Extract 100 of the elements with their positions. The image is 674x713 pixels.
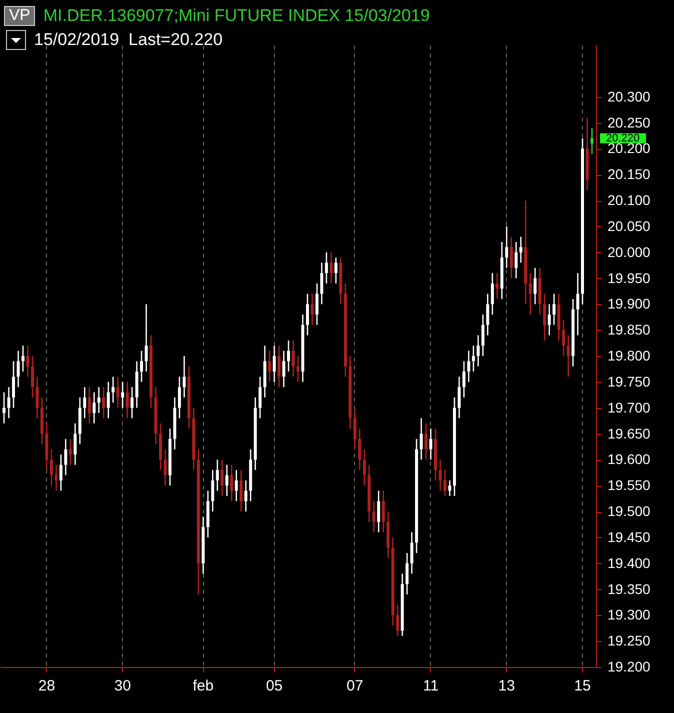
candlestick bbox=[590, 127, 594, 154]
y-tick-label: 20.250 bbox=[608, 114, 651, 130]
candlestick bbox=[514, 241, 518, 279]
candlestick bbox=[458, 376, 461, 419]
candlestick bbox=[244, 480, 248, 512]
candlestick bbox=[310, 293, 314, 326]
candlestick bbox=[59, 454, 62, 492]
x-tick-label: 28 bbox=[38, 678, 56, 694]
candlestick bbox=[576, 272, 580, 336]
candlestick bbox=[481, 314, 484, 357]
candlestick bbox=[126, 381, 129, 419]
y-tick-label: 19.600 bbox=[608, 451, 651, 468]
candlestick bbox=[88, 386, 91, 424]
candlestick bbox=[320, 262, 324, 305]
y-tick-label: 19.800 bbox=[608, 348, 651, 364]
candlestick bbox=[258, 376, 262, 419]
x-tick-label: 11 bbox=[422, 678, 439, 694]
candlestick bbox=[220, 459, 224, 497]
y-tick-label: 19.250 bbox=[608, 632, 651, 649]
candlestick bbox=[424, 422, 428, 460]
candlestick bbox=[476, 334, 480, 368]
candlestick bbox=[54, 464, 58, 492]
candlestick bbox=[382, 490, 385, 533]
y-tick-label: 20.000 bbox=[608, 244, 651, 260]
candlestick bbox=[372, 500, 376, 533]
candlestick bbox=[64, 438, 68, 476]
candlestick bbox=[97, 386, 100, 414]
candlestick bbox=[334, 256, 338, 284]
candlestick bbox=[429, 428, 432, 460]
candlestick bbox=[490, 272, 494, 316]
y-tick-label: 19.650 bbox=[608, 425, 651, 442]
candlestick bbox=[30, 355, 34, 398]
candlestick bbox=[74, 422, 77, 466]
y-tick-label: 19.200 bbox=[608, 658, 651, 674]
y-tick-label: 20.100 bbox=[608, 192, 651, 208]
candlestick bbox=[116, 376, 120, 408]
candlestick bbox=[102, 386, 106, 419]
candlestick bbox=[240, 469, 243, 512]
y-tick-label: 19.300 bbox=[608, 606, 651, 623]
candlestick bbox=[396, 604, 400, 637]
candlestick bbox=[26, 344, 30, 378]
candlestick bbox=[282, 350, 286, 388]
candlestick bbox=[462, 360, 466, 398]
x-tick-label: 05 bbox=[266, 678, 283, 694]
candlestick bbox=[178, 376, 181, 419]
candlestick bbox=[36, 376, 39, 419]
y-tick-label: 20.300 bbox=[608, 88, 651, 104]
candlestick bbox=[292, 340, 295, 378]
candlestick bbox=[519, 236, 522, 264]
x-tick-label: 13 bbox=[498, 678, 515, 694]
candlestick bbox=[510, 236, 513, 279]
candlestick bbox=[106, 381, 110, 419]
candlestick bbox=[83, 386, 86, 419]
candlestick bbox=[21, 344, 24, 372]
y-tick-label: 19.850 bbox=[608, 322, 651, 338]
candlestick bbox=[548, 304, 551, 336]
candlestick bbox=[358, 428, 362, 471]
y-tick-label: 19.900 bbox=[608, 296, 651, 312]
candlestick bbox=[534, 267, 537, 305]
y-tick-label: 20.050 bbox=[608, 218, 651, 234]
y-tick-label: 19.500 bbox=[608, 503, 651, 519]
candlestick bbox=[2, 392, 6, 424]
x-tick-label: 15 bbox=[574, 678, 591, 694]
candlestick bbox=[296, 355, 300, 383]
candlestick bbox=[562, 319, 566, 357]
y-tick-label: 19.950 bbox=[608, 270, 651, 286]
candlestick bbox=[225, 464, 228, 497]
candlestick bbox=[443, 469, 446, 497]
candlestick bbox=[324, 252, 328, 284]
y-tick-label: 19.400 bbox=[608, 554, 651, 571]
candlestick bbox=[438, 459, 442, 492]
candlestick bbox=[230, 464, 234, 502]
candlestick bbox=[362, 448, 366, 486]
y-tick-label: 19.450 bbox=[608, 528, 651, 545]
candlestick bbox=[164, 448, 167, 486]
candlestick bbox=[410, 532, 414, 574]
candlestick bbox=[467, 350, 470, 383]
candlestick bbox=[486, 293, 490, 336]
candlestick bbox=[130, 386, 134, 419]
y-tick-label: 20.150 bbox=[608, 166, 651, 182]
candlestick bbox=[448, 480, 452, 497]
candlestick bbox=[505, 226, 508, 269]
candlestick bbox=[50, 448, 53, 486]
candlestick bbox=[268, 350, 272, 383]
candlestick bbox=[330, 252, 333, 284]
candlestick bbox=[552, 293, 556, 326]
candlestick bbox=[406, 552, 409, 596]
candlestick bbox=[472, 344, 475, 372]
candlestick bbox=[182, 355, 186, 398]
candlestick bbox=[306, 293, 309, 336]
candlestick bbox=[420, 418, 423, 460]
candlestick bbox=[315, 282, 318, 326]
candlestick bbox=[12, 360, 16, 408]
candlestick bbox=[353, 407, 356, 450]
candlestick bbox=[140, 350, 144, 383]
candlestick bbox=[68, 438, 72, 466]
x-tick-label: 07 bbox=[346, 678, 364, 694]
x-tick-label: 30 bbox=[114, 678, 131, 694]
y-tick-label: 19.550 bbox=[608, 477, 651, 494]
x-tick-label: feb bbox=[192, 678, 214, 694]
